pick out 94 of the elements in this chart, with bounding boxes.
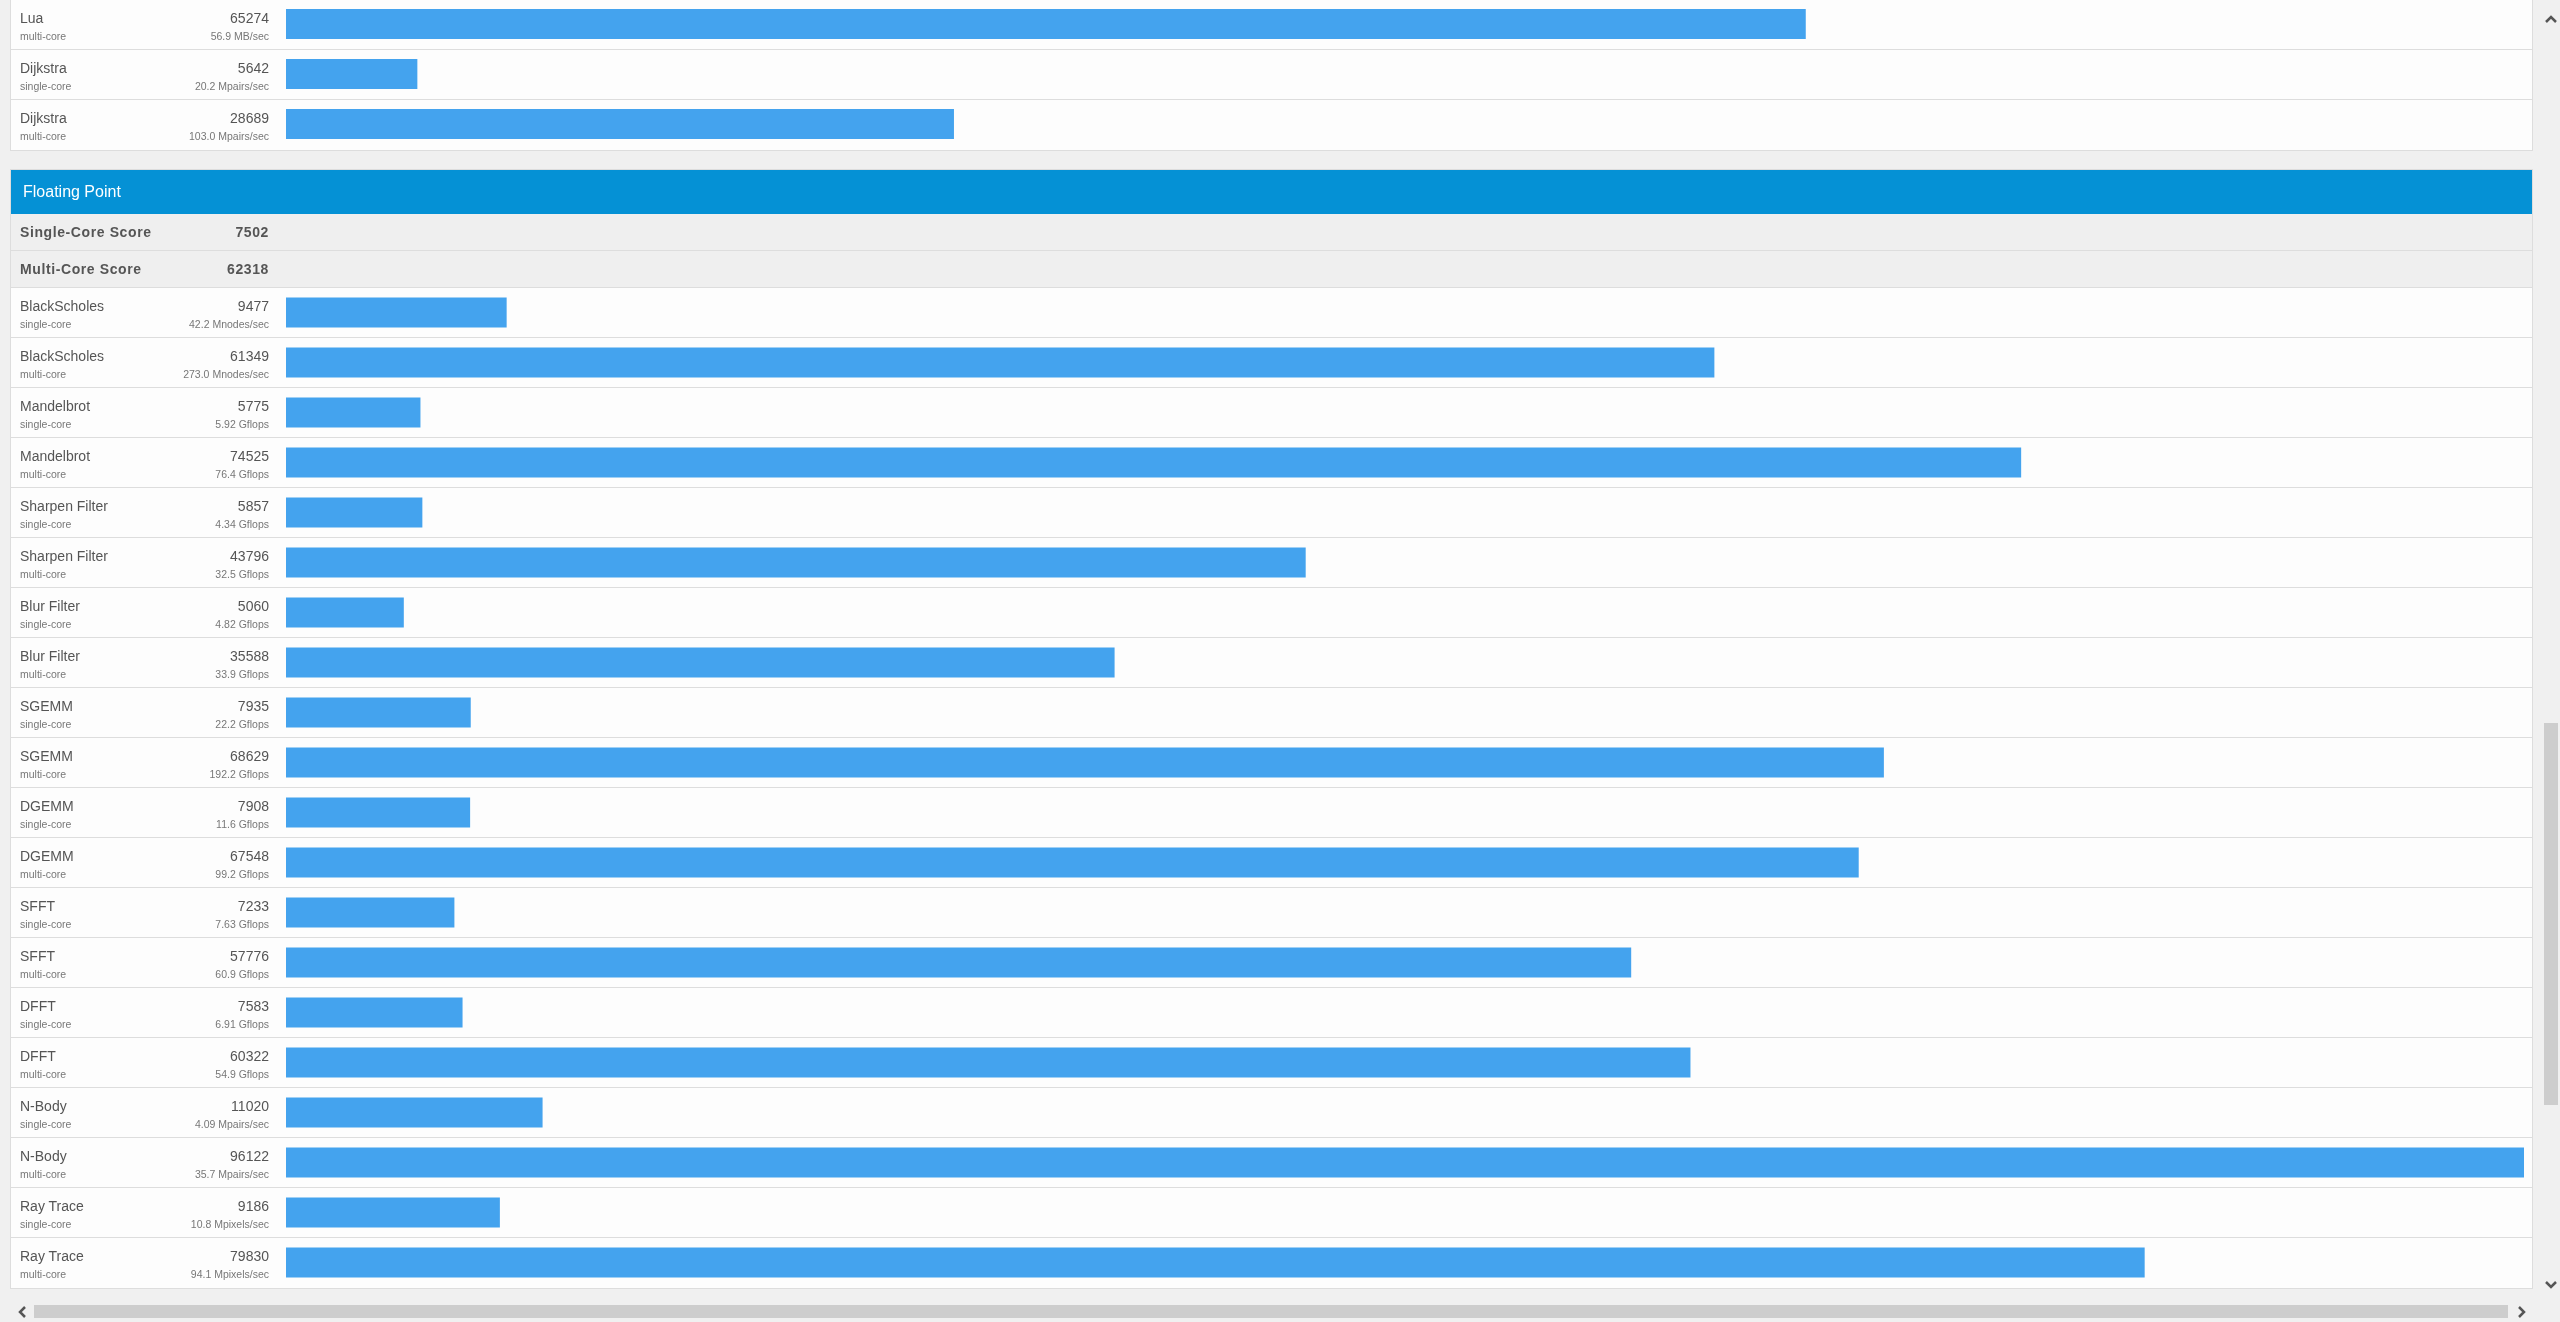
y-tick-label: Mandelbrot multi-core (20, 448, 91, 480)
bar (286, 297, 507, 328)
text: 35.7 Mpairs/sec (194, 1168, 269, 1180)
text: 11.6 Gflops (216, 818, 269, 830)
bar (286, 547, 1306, 578)
data-label: 67548 (230, 848, 269, 865)
bar (286, 447, 2022, 478)
text: 7502 (235, 224, 269, 240)
y-tick-label: BlackScholes single-core (20, 298, 105, 330)
text: 4.34 Gflops (215, 518, 269, 530)
data-label: 79830 (230, 1248, 269, 1265)
y-tick-label: Mandelbrot single-core (20, 398, 91, 430)
bar (286, 1147, 2524, 1178)
data-label: 96122 (230, 1148, 269, 1165)
data-label: 11020 (231, 1098, 269, 1115)
text: 60.9 Gflops (215, 968, 269, 980)
bar (286, 1197, 500, 1228)
text: 32.5 Gflops (215, 568, 269, 580)
y-tick-label: DGEMM single-core (20, 798, 74, 830)
data-label: 7908 (237, 798, 269, 815)
text: 103.0 Mpairs/sec (189, 130, 269, 142)
y-tick-label: DGEMM multi-core (20, 848, 74, 880)
text: 192.2 Gflops (209, 768, 269, 780)
y-tick-label: SGEMM multi-core (20, 748, 73, 780)
y-tick-label: SFFT single-core (20, 898, 72, 930)
text: 62318 (227, 261, 269, 277)
text: 20.2 Mpairs/sec (194, 80, 269, 92)
bar (286, 847, 1859, 878)
data-label: 74525 (230, 448, 269, 465)
y-tick-label: SGEMM single-core (20, 698, 73, 730)
text: 54.9 Gflops (215, 1068, 269, 1080)
text: 5.92 Gflops (215, 418, 269, 430)
bar (286, 797, 471, 828)
y-tick-label: Multi-Core Score (20, 260, 142, 279)
text: 273.0 Mnodes/sec (183, 368, 269, 380)
bar (286, 697, 471, 728)
y-tick-label: N-Body multi-core (20, 1148, 67, 1180)
data-label: 28689 (230, 110, 269, 127)
text: 76.4 Gflops (215, 468, 269, 480)
text: 6.91 Gflops (215, 1018, 269, 1030)
data-label: 5857 (237, 498, 269, 515)
text: 42.2 Mnodes/sec (189, 318, 269, 330)
text: 10.8 Mpixels/sec (190, 1218, 269, 1230)
y-tick-label: Sharpen Filter single-core (20, 498, 108, 530)
data-label: 68629 (230, 748, 269, 765)
bar (286, 947, 1632, 978)
bar (286, 647, 1115, 678)
y-tick-label: DFFT single-core (20, 998, 72, 1030)
bar (286, 1247, 2145, 1278)
text: 4.82 Gflops (215, 618, 269, 630)
y-tick-label: Blur Filter single-core (20, 598, 80, 630)
y-tick-label: Ray Trace multi-core (20, 1248, 84, 1280)
text: 56.9 MB/sec (210, 30, 269, 42)
y-tick-label: DFFT multi-core (20, 1048, 67, 1080)
text: 4.09 Mpairs/sec (194, 1118, 269, 1130)
y-tick-label: Dijkstra single-core (20, 60, 72, 92)
data-label: 7233 (237, 898, 269, 915)
data-label: 57776 (230, 948, 269, 965)
bar (286, 1097, 543, 1128)
bar (286, 497, 423, 528)
y-tick-label: Dijkstra multi-core (20, 110, 67, 142)
y-tick-label: Blur Filter multi-core (20, 648, 80, 680)
text: 94.1 Mpixels/sec (190, 1268, 269, 1280)
text: 7.63 Gflops (215, 918, 269, 930)
y-tick-label: Ray Trace single-core (20, 1198, 84, 1230)
bar (286, 347, 1715, 378)
data-label: 5642 (237, 60, 269, 77)
bar (286, 397, 421, 428)
y-tick-label: Lua multi-core (20, 10, 67, 42)
y-tick-label: N-Body single-core (20, 1098, 72, 1130)
data-label: 9477 (237, 298, 269, 315)
y-tick-label: BlackScholes multi-core (20, 348, 105, 380)
bar (286, 1047, 1691, 1078)
y-tick-label: Sharpen Filter multi-core (20, 548, 108, 580)
bar (286, 747, 1884, 778)
data-label: 60322 (230, 1048, 269, 1065)
text: 33.9 Gflops (215, 668, 269, 680)
text: Floating Point (23, 182, 121, 202)
data-label: 5060 (237, 598, 269, 615)
y-tick-label: SFFT multi-core (20, 948, 67, 980)
bar (286, 997, 463, 1028)
text: 99.2 Gflops (215, 868, 269, 880)
data-label: 61349 (230, 348, 269, 365)
bar (286, 597, 404, 628)
data-label: 7935 (237, 698, 269, 715)
data-label: 5775 (237, 398, 269, 415)
data-label: 7583 (237, 998, 269, 1015)
data-label: 65274 (230, 10, 269, 27)
y-tick-label: Single-Core Score (20, 223, 152, 242)
data-label: 9186 (237, 1198, 269, 1215)
bar (286, 897, 455, 928)
text: 22.2 Gflops (215, 718, 269, 730)
data-label: 43796 (230, 548, 269, 565)
data-label: 35588 (230, 648, 269, 665)
